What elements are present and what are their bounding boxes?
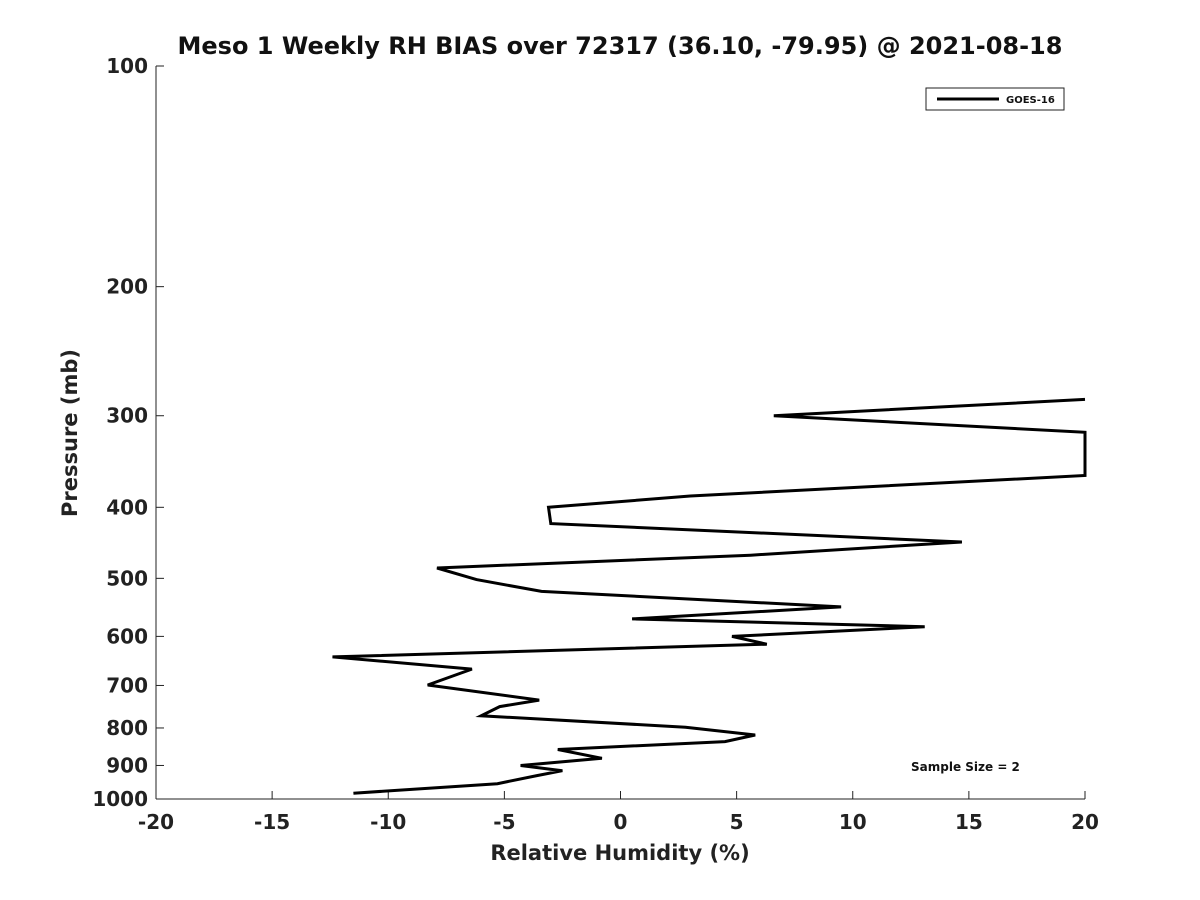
x-tick-label: 20: [1071, 810, 1099, 834]
x-tick-label: 0: [614, 810, 628, 834]
y-axis-label: Pressure (mb): [58, 349, 82, 517]
x-tick-label: -10: [370, 810, 406, 834]
x-tick-label: -20: [138, 810, 174, 834]
x-tick-label: 15: [955, 810, 983, 834]
y-tick-label: 300: [106, 404, 148, 428]
y-tick-label: 400: [106, 495, 148, 519]
x-tick-label: 10: [839, 810, 867, 834]
series-line-goes-16: [332, 397, 1087, 795]
y-tick-label: 800: [106, 716, 148, 740]
legend: GOES-16: [925, 87, 1065, 111]
y-tick-label: 200: [106, 275, 148, 299]
plot-area: -20 -15 -10 -5 0 5 10 15 20 100 200 300 400 500 600 70…: [92, 54, 1099, 834]
y-tick-label: 600: [106, 624, 148, 648]
x-tick-label: -15: [254, 810, 290, 834]
x-tick-label: 5: [730, 810, 744, 834]
y-tick-label: 100: [106, 54, 148, 78]
x-ticks: -20 -15 -10 -5 0 5 10 15 20: [138, 791, 1099, 834]
legend-label-goes-16: GOES-16: [1006, 95, 1055, 106]
sample-size-annotation: Sample Size = 2: [911, 760, 1020, 774]
y-tick-label: 700: [106, 673, 148, 697]
y-tick-label: 500: [106, 566, 148, 590]
y-ticks: 100 200 300 400 500 600 700 800 900 1000: [92, 54, 164, 811]
x-axis-label: Relative Humidity (%): [490, 841, 749, 865]
series-layer: [332, 397, 1087, 795]
y-tick-label: 900: [106, 753, 148, 777]
chart-title: Meso 1 Weekly RH BIAS over 72317 (36.10,…: [178, 32, 1063, 60]
x-tick-label: -5: [493, 810, 515, 834]
y-tick-label: 1000: [92, 787, 148, 811]
